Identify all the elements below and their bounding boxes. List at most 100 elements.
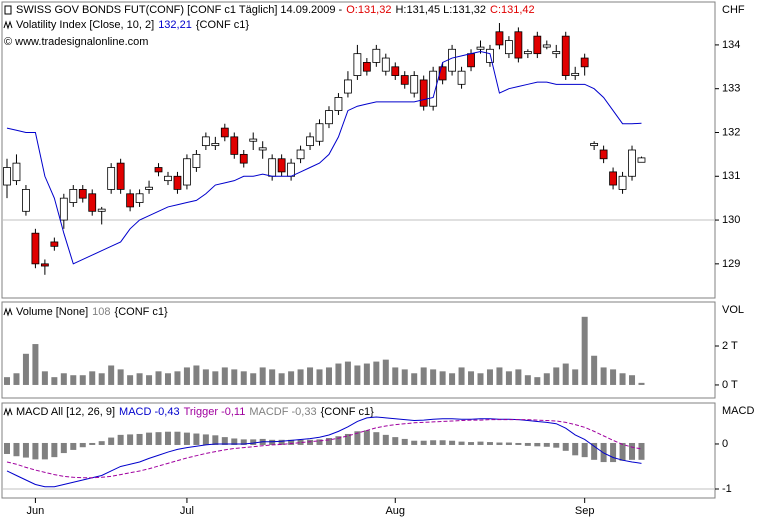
candle-body [618, 175, 627, 190]
header-part: MACDF -0,33 [249, 406, 316, 418]
header-text: SWISS GOV BONDS FUT(CONF) [CONF c1 Tägli… [16, 4, 535, 16]
volume-bar [477, 373, 484, 385]
volume-bar [572, 369, 579, 385]
candle-body [315, 123, 324, 142]
volume-bar [297, 369, 304, 385]
volume-bar [146, 375, 153, 385]
volume-bar [468, 371, 475, 385]
candle-body [287, 162, 296, 177]
macd-histogram-bar [610, 442, 617, 463]
axis-label: CHF [722, 4, 745, 16]
volume-bar [619, 373, 626, 385]
macd-histogram-bar [629, 442, 636, 460]
macd-histogram-bar [468, 442, 475, 445]
candle-body [50, 241, 59, 247]
volume-bar [79, 375, 86, 385]
candle-body [3, 167, 11, 186]
candle-body [325, 110, 333, 125]
macd-histogram-bar [572, 442, 579, 456]
volume-bar [259, 367, 266, 385]
y-tick-label: 0 T [722, 379, 738, 391]
candle-body [476, 46, 485, 50]
candle-body [419, 79, 428, 107]
volume-bar [155, 371, 162, 385]
macd-histogram-bar [420, 440, 427, 445]
macd-histogram-bar [174, 431, 181, 445]
macd-histogram-bar [278, 439, 285, 445]
macd-histogram-bar [363, 430, 370, 445]
candle-body [448, 48, 456, 72]
candle-body [230, 136, 239, 155]
volume-bar [221, 367, 228, 385]
candle-body [220, 127, 229, 138]
macd-histogram-bar [127, 434, 134, 445]
volume-bar [32, 344, 39, 385]
volume-bar [411, 373, 418, 385]
volume-bar [174, 371, 181, 385]
volume-bar [70, 375, 77, 385]
candle-body [183, 158, 191, 186]
x-tick-label: Aug [385, 505, 405, 517]
macd-histogram-bar [89, 442, 96, 445]
volume-bar [515, 369, 522, 385]
header-part: MACD All [12, 26, 9] [16, 406, 115, 418]
volatility-line [6, 50, 642, 265]
volume-bar [629, 375, 636, 385]
header-part: 108 [92, 306, 110, 318]
indicator-icon [3, 307, 13, 317]
volume-bar [430, 369, 437, 385]
macd-histogram-bar [41, 442, 48, 460]
macd-histogram-bar [373, 432, 380, 445]
axis-label: MACD [722, 405, 754, 417]
indicator-icon [3, 20, 13, 30]
candle-body [192, 153, 201, 168]
candle-body [201, 136, 210, 147]
volume-bar [439, 371, 446, 385]
candle-body [116, 162, 125, 190]
candle-body [362, 62, 371, 72]
macd-line [6, 416, 642, 488]
volume-bar [382, 359, 389, 385]
macd-histogram-bar [439, 440, 446, 445]
candle-body [571, 72, 580, 76]
volume-bar [117, 369, 124, 385]
volume-bar [288, 371, 295, 385]
volume-bar [108, 365, 115, 385]
volume-bar [89, 371, 96, 385]
candle-body [353, 53, 362, 76]
header-part: Trigger -0,11 [184, 406, 246, 418]
volume-bar [344, 361, 351, 385]
volume-bar [610, 369, 617, 385]
volume-bar [543, 373, 550, 385]
volume-bar [553, 367, 560, 385]
y-tick-label: 2 T [722, 340, 738, 352]
candle-body [22, 189, 30, 212]
macd-histogram-bar [619, 442, 626, 461]
macd-histogram-bar [13, 442, 20, 457]
volume-bar [458, 367, 465, 385]
candle-body [561, 35, 570, 76]
candle-body [467, 53, 475, 68]
macd-histogram-bar [60, 442, 67, 454]
candle-body [599, 149, 608, 160]
candle-body [97, 208, 106, 212]
candle-body [514, 31, 523, 59]
macd-histogram-bar [212, 435, 219, 445]
macd-histogram-bar [591, 442, 598, 460]
candle-body [31, 232, 40, 265]
candle-body [628, 149, 636, 177]
macd-histogram-bar [382, 434, 389, 445]
header-part: 132,21 [158, 19, 192, 31]
volume-bar [51, 377, 58, 385]
volume-bar [13, 373, 20, 385]
macd-histogram-bar [458, 441, 465, 445]
macd-histogram-bar [108, 437, 115, 445]
volume-bar [307, 367, 314, 385]
volume-bar [98, 373, 105, 385]
symbol-icon [4, 5, 12, 15]
macd-histogram-bar [325, 438, 332, 445]
y-tick-label: 132 [722, 126, 740, 138]
y-tick-label: 134 [722, 39, 740, 51]
